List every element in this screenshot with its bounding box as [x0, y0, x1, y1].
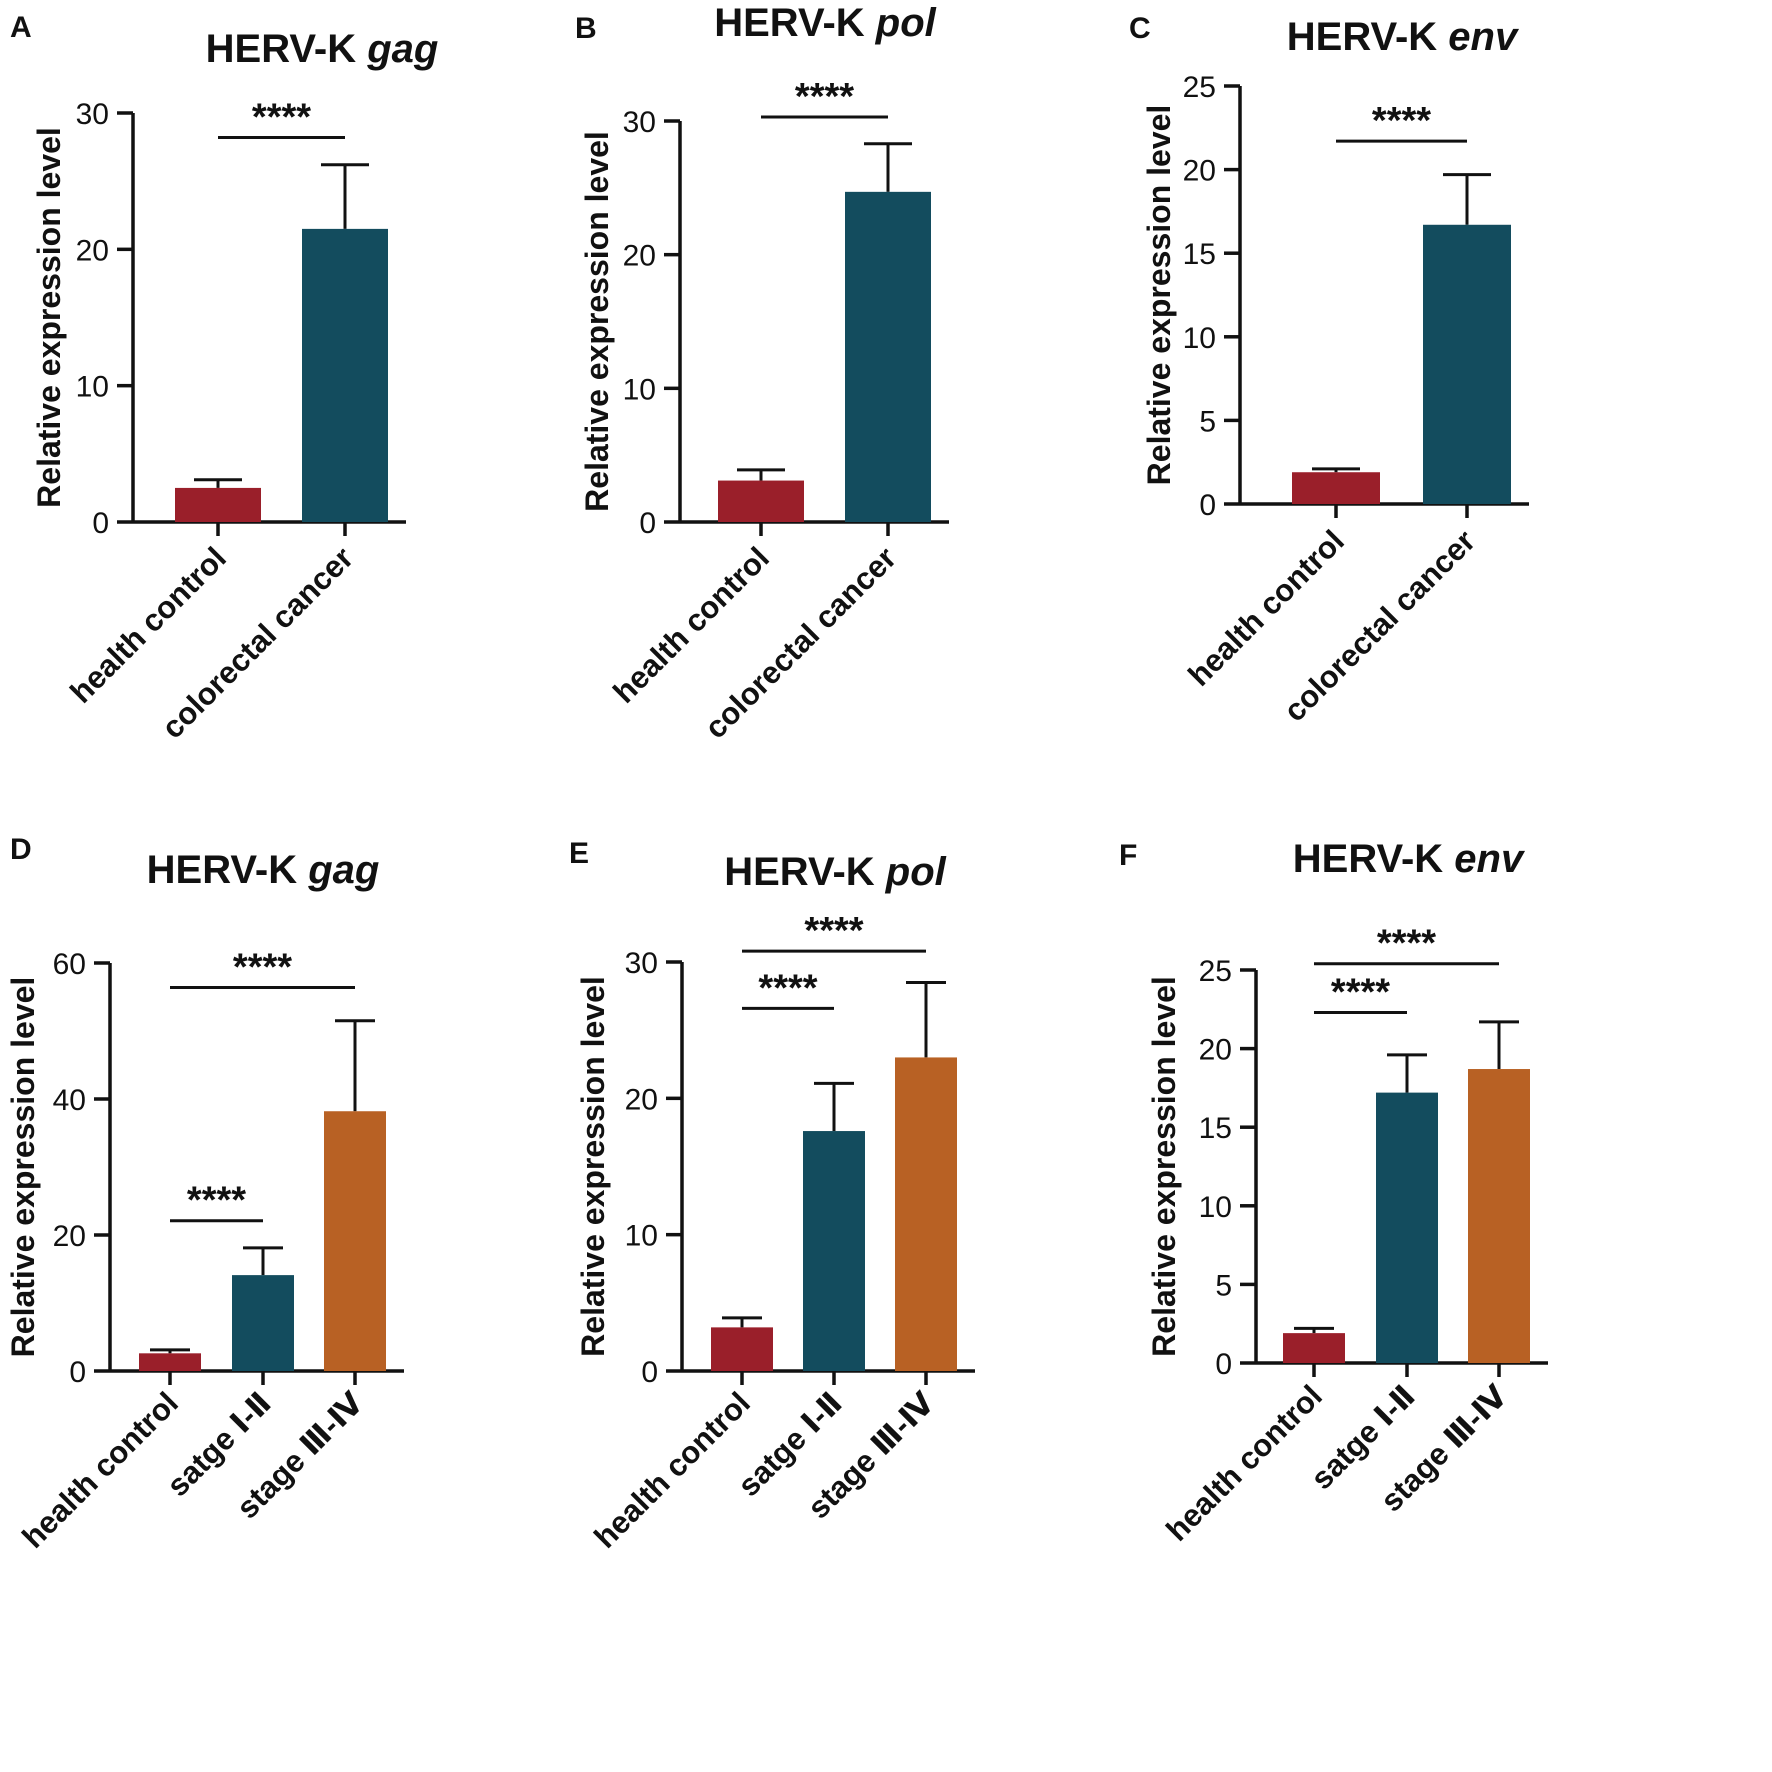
- panel-f-significance-label: ****: [1331, 971, 1390, 1013]
- panel-e: E HERV-K pol Relative expression level 0 10 2…: [569, 837, 975, 1555]
- panel-b-ylabel: Relative expression level: [579, 131, 615, 512]
- panel-e-bar: [803, 1131, 865, 1371]
- panel-a-ylabel: Relative expression level: [31, 127, 67, 508]
- panel-a-ytick-label: 30: [76, 98, 109, 131]
- panel-b-title: HERV-K pol: [714, 1, 936, 45]
- panel-d-letter: D: [10, 833, 32, 866]
- panel-f-ytick-label: 25: [1199, 955, 1232, 988]
- panel-e-ytick-label: 30: [625, 947, 658, 980]
- panel-d-ytick-label: 20: [53, 1220, 86, 1253]
- panel-c-letter: C: [1129, 12, 1151, 45]
- panel-d-ylabel: Relative expression level: [5, 977, 41, 1358]
- panel-b-bar: [718, 480, 804, 522]
- panel-f-bar: [1468, 1069, 1530, 1363]
- panel-c-ylabel: Relative expression level: [1141, 105, 1177, 486]
- panel-a-bar: [302, 228, 388, 522]
- panel-d-title: HERV-K gag: [147, 848, 380, 892]
- panel-c-ytick-label: 20: [1183, 155, 1216, 188]
- panel-d-category-label: health control: [15, 1385, 185, 1555]
- panel-f-ytick-label: 15: [1199, 1112, 1232, 1145]
- panel-b: B HERV-K pol Relative expression level 0 10 2…: [575, 1, 949, 745]
- panel-d-ytick-label: 40: [53, 1084, 86, 1117]
- panel-f-letter: F: [1119, 839, 1137, 872]
- panel-a: A HERV-K gag Relative expression level 0 10 2…: [10, 11, 438, 745]
- panel-e-title: HERV-K pol: [724, 850, 946, 894]
- panel-f-ylabel: Relative expression level: [1146, 976, 1182, 1357]
- panel-c-bar: [1423, 224, 1511, 504]
- panel-b-ytick-label: 0: [639, 507, 656, 540]
- panel-a-bar: [175, 487, 261, 522]
- panel-b-ytick-label: 20: [623, 240, 656, 273]
- panel-b-ytick-label: 30: [623, 106, 656, 139]
- panel-e-ytick-label: 0: [641, 1356, 658, 1389]
- panel-d: D HERV-K gag Relative expression level 0 20 4…: [5, 833, 404, 1555]
- panel-b-ytick-label: 10: [623, 373, 656, 406]
- panel-a-ytick-label: 0: [92, 507, 109, 540]
- panel-d-significance-label: ****: [233, 946, 292, 988]
- panel-e-ytick-label: 10: [625, 1220, 658, 1253]
- panel-a-ytick-label: 10: [76, 371, 109, 404]
- panel-e-significance-label: ****: [758, 967, 817, 1009]
- panel-d-bar: [232, 1275, 294, 1371]
- panel-d-bar: [139, 1353, 201, 1371]
- panel-c-significance-label: ****: [1372, 100, 1431, 142]
- panel-e-significance-label: ****: [804, 910, 863, 952]
- panel-a-significance-label: ****: [252, 97, 311, 139]
- panel-f-ytick-label: 5: [1215, 1269, 1232, 1302]
- panel-a-ytick-label: 20: [76, 234, 109, 267]
- panel-c-ytick-label: 5: [1199, 405, 1216, 438]
- panel-c-ytick-label: 25: [1183, 71, 1216, 104]
- panel-c-ytick-label: 10: [1183, 322, 1216, 355]
- panel-b-significance-label: ****: [795, 76, 854, 118]
- panel-c-bar: [1292, 472, 1380, 504]
- panel-f-bar: [1283, 1333, 1345, 1363]
- panel-a-title: HERV-K gag: [206, 27, 439, 71]
- panel-f-title: HERV-K env: [1293, 837, 1526, 881]
- panel-d-ytick-label: 60: [53, 948, 86, 981]
- panel-c-title: HERV-K env: [1287, 15, 1520, 59]
- panel-c-ytick-label: 15: [1183, 238, 1216, 271]
- panel-f-significance-label: ****: [1377, 923, 1436, 965]
- panel-f: F HERV-K env Relative expression level 0 5 10…: [1119, 837, 1548, 1548]
- panel-b-letter: B: [575, 12, 597, 45]
- panel-d-ytick-label: 0: [69, 1356, 86, 1389]
- panel-e-bar: [711, 1327, 773, 1371]
- panel-d-significance-label: ****: [187, 1180, 246, 1222]
- panel-e-letter: E: [569, 837, 589, 870]
- panel-f-ytick-label: 10: [1199, 1191, 1232, 1224]
- panel-a-letter: A: [10, 11, 32, 44]
- panel-c-ytick-label: 0: [1199, 489, 1216, 522]
- panel-f-ytick-label: 20: [1199, 1034, 1232, 1067]
- panel-e-bar: [895, 1057, 957, 1371]
- panel-e-ytick-label: 20: [625, 1083, 658, 1116]
- panel-e-category-label: health control: [587, 1385, 757, 1555]
- panel-f-category-label: health control: [1159, 1378, 1329, 1548]
- panel-d-bar: [324, 1111, 386, 1371]
- panel-c: C HERV-K env Relative expression level 0 5 10…: [1129, 12, 1529, 728]
- panel-f-ytick-label: 0: [1215, 1348, 1232, 1381]
- panel-e-ylabel: Relative expression level: [575, 976, 611, 1357]
- panel-b-bar: [845, 191, 931, 523]
- panel-f-bar: [1376, 1092, 1438, 1363]
